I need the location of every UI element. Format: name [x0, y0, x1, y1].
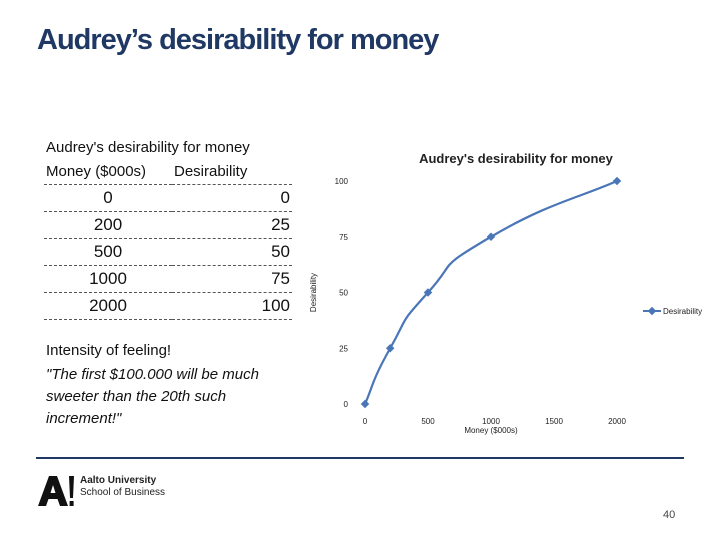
- money-cell: 1000: [44, 265, 172, 293]
- desirability-cell: 75: [172, 265, 292, 293]
- money-cell: 500: [44, 238, 172, 266]
- y-tick-label: 25: [339, 344, 348, 353]
- money-cell: 200: [44, 211, 172, 239]
- legend-label: Desirability: [663, 307, 702, 316]
- data-point-marker: [486, 232, 496, 241]
- logo-university-name: Aalto University: [80, 475, 157, 486]
- y-tick-label: 100: [335, 177, 349, 186]
- note-quote: "The first $100.000 will be much sweeter…: [46, 366, 259, 427]
- data-table: Money ($000s) Desirability 0 0 200 25 50…: [44, 160, 292, 320]
- logo-school-name: School of Business: [80, 487, 166, 498]
- x-tick-label: 500: [421, 417, 435, 426]
- table-row: 200 25: [44, 211, 292, 239]
- table-row: 1000 75: [44, 265, 292, 293]
- slide-title: Audrey’s desirability for money: [37, 24, 439, 56]
- x-tick-label: 0: [363, 417, 368, 426]
- legend-marker: [647, 306, 657, 316]
- table-header-row: Money ($000s) Desirability: [44, 160, 292, 185]
- desirability-chart: Audrey's desirability for money Desirabil…: [309, 151, 702, 435]
- x-axis-label: Money ($000s): [464, 426, 518, 435]
- x-tick-label: 1500: [545, 417, 563, 426]
- data-point-marker: [423, 288, 433, 297]
- chart-title: Audrey's desirability for money: [419, 151, 614, 166]
- data-point-marker: [360, 399, 370, 409]
- note-heading: Intensity of feeling!: [46, 342, 172, 359]
- footer-divider: [36, 457, 684, 459]
- table-caption: Audrey's desirability for money: [46, 139, 250, 156]
- y-tick-label: 50: [339, 289, 348, 298]
- x-tick-label: 2000: [608, 417, 626, 426]
- y-tick-label: 0: [344, 400, 349, 409]
- money-cell: 2000: [44, 292, 172, 320]
- data-point-marker: [612, 176, 622, 186]
- desirability-cell: 100: [172, 292, 292, 320]
- desirability-cell: 50: [172, 238, 292, 266]
- data-point-marker: [385, 344, 395, 353]
- aalto-logo-icon: [38, 476, 74, 506]
- x-tick-label: 1000: [482, 417, 500, 426]
- money-cell: 0: [44, 184, 172, 212]
- column-header-money: Money ($000s): [46, 162, 147, 180]
- table-row: 2000 100: [44, 292, 292, 320]
- y-axis-label: Desirability: [309, 273, 318, 312]
- table-row: 0 0: [44, 184, 292, 212]
- column-header-desirability: Desirability: [174, 162, 248, 180]
- series-line: [363, 179, 618, 405]
- page-number: 40: [663, 509, 676, 521]
- desirability-cell: 0: [172, 184, 292, 212]
- desirability-cell: 25: [172, 211, 292, 239]
- y-tick-label: 75: [339, 233, 348, 242]
- table-row: 500 50: [44, 238, 292, 266]
